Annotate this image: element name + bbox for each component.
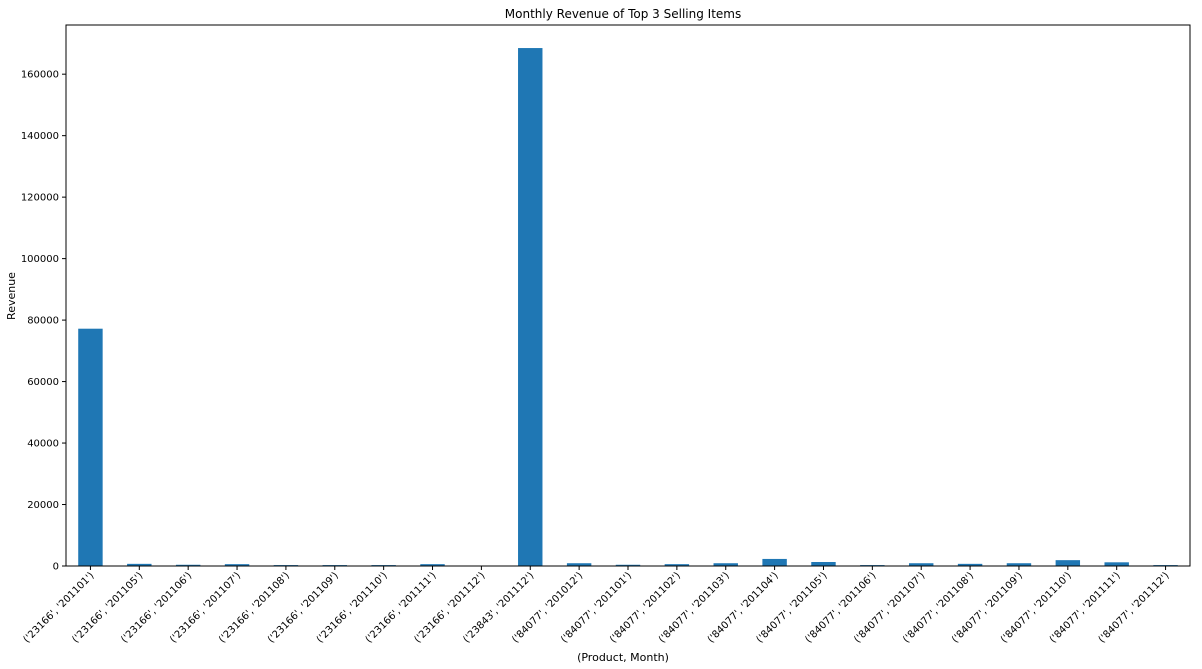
bar (78, 328, 103, 566)
plot-area: 0 20000 40000 60000 80000 100000 120000 140000 1… (21, 24, 1191, 645)
y-tick-label: 120000 (21, 193, 59, 204)
x-axis-title: (Product, Month) (577, 651, 669, 664)
bar (420, 564, 445, 566)
bar (566, 563, 592, 566)
chart-title: Monthly Revenue of Top 3 Selling Items (505, 7, 741, 21)
y-tick-label: 140000 (21, 131, 59, 142)
y-tick-label: 40000 (27, 439, 59, 450)
bar (664, 564, 690, 566)
plot-frame (65, 24, 1191, 567)
y-tick-label: 60000 (27, 377, 59, 388)
bar (1104, 562, 1129, 566)
bar (518, 48, 543, 567)
y-tick-label: 20000 (27, 500, 59, 511)
bar (713, 563, 738, 566)
bar (1006, 563, 1032, 566)
bar (1055, 560, 1081, 566)
bar (127, 563, 152, 566)
y-tick-label: 0 (53, 562, 59, 573)
y-tick-label: 100000 (21, 254, 59, 265)
bar (811, 562, 836, 566)
bar (909, 563, 934, 566)
bar (762, 558, 787, 566)
y-tick-label: 80000 (27, 316, 59, 327)
bar (175, 564, 201, 566)
bar (224, 564, 250, 566)
bar (957, 563, 983, 566)
y-axis-title: Revenue (5, 272, 18, 320)
y-tick-label: 160000 (21, 70, 59, 81)
bar (615, 564, 641, 566)
